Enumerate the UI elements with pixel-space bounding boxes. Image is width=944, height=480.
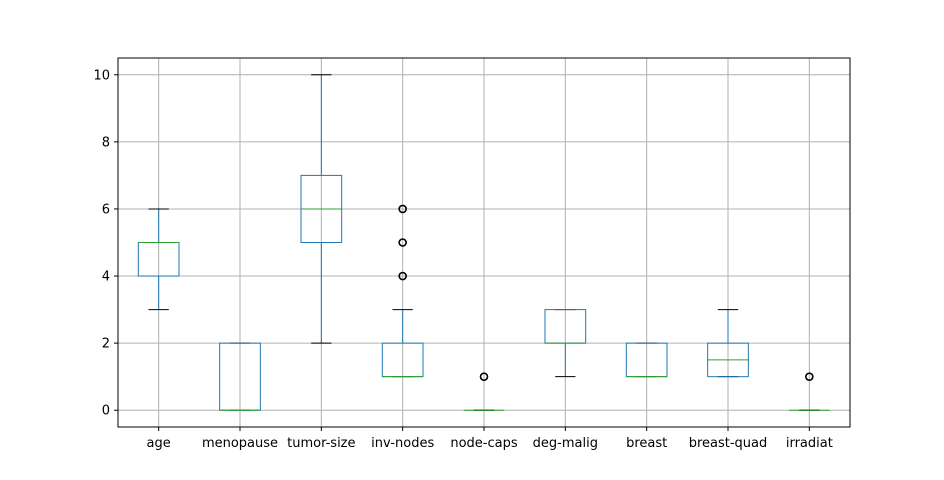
outlier-point (398, 204, 407, 214)
y-tick-label: 10 (93, 68, 110, 83)
grid-layer (118, 58, 850, 427)
outlier-point (398, 238, 407, 247)
box-deg-malig (544, 309, 587, 378)
x-tick-label-inv-nodes: inv-nodes (371, 436, 434, 451)
box-menopause (219, 342, 261, 411)
box-node-caps (463, 372, 505, 411)
y-tick-label: 6 (102, 202, 110, 217)
box-tumor-size (300, 74, 343, 344)
x-tick-label-breast-quad: breast-quad (689, 436, 768, 451)
box-irradiat (789, 372, 830, 411)
box-inv-nodes (381, 204, 424, 378)
x-tick-label-tumor-size: tumor-size (287, 436, 355, 451)
x-tick-label-node-caps: node-caps (450, 436, 517, 451)
box-breast (625, 342, 668, 378)
box-breast-quad (707, 309, 749, 378)
y-tick-label: 4 (102, 270, 110, 285)
y-tick-label: 0 (102, 404, 110, 419)
y-tick-label: 2 (102, 337, 110, 352)
x-tick-label-breast: breast (626, 436, 667, 451)
x-tick-label-age: age (147, 436, 171, 451)
x-tick-label-deg-malig: deg-malig (533, 436, 598, 451)
box-layer (137, 74, 830, 411)
x-tick-label-irradiat: irradiat (786, 436, 833, 451)
x-tick-label-menopause: menopause (202, 436, 278, 451)
y-tick-label: 8 (102, 135, 110, 150)
outlier-point (805, 372, 814, 381)
outlier-point (479, 372, 489, 381)
tick-layer: 0 2 4 6 8 10 age menopause tumor-size inv-nodes no… (93, 68, 832, 451)
outlier-point (398, 271, 407, 281)
box-age (137, 208, 180, 311)
